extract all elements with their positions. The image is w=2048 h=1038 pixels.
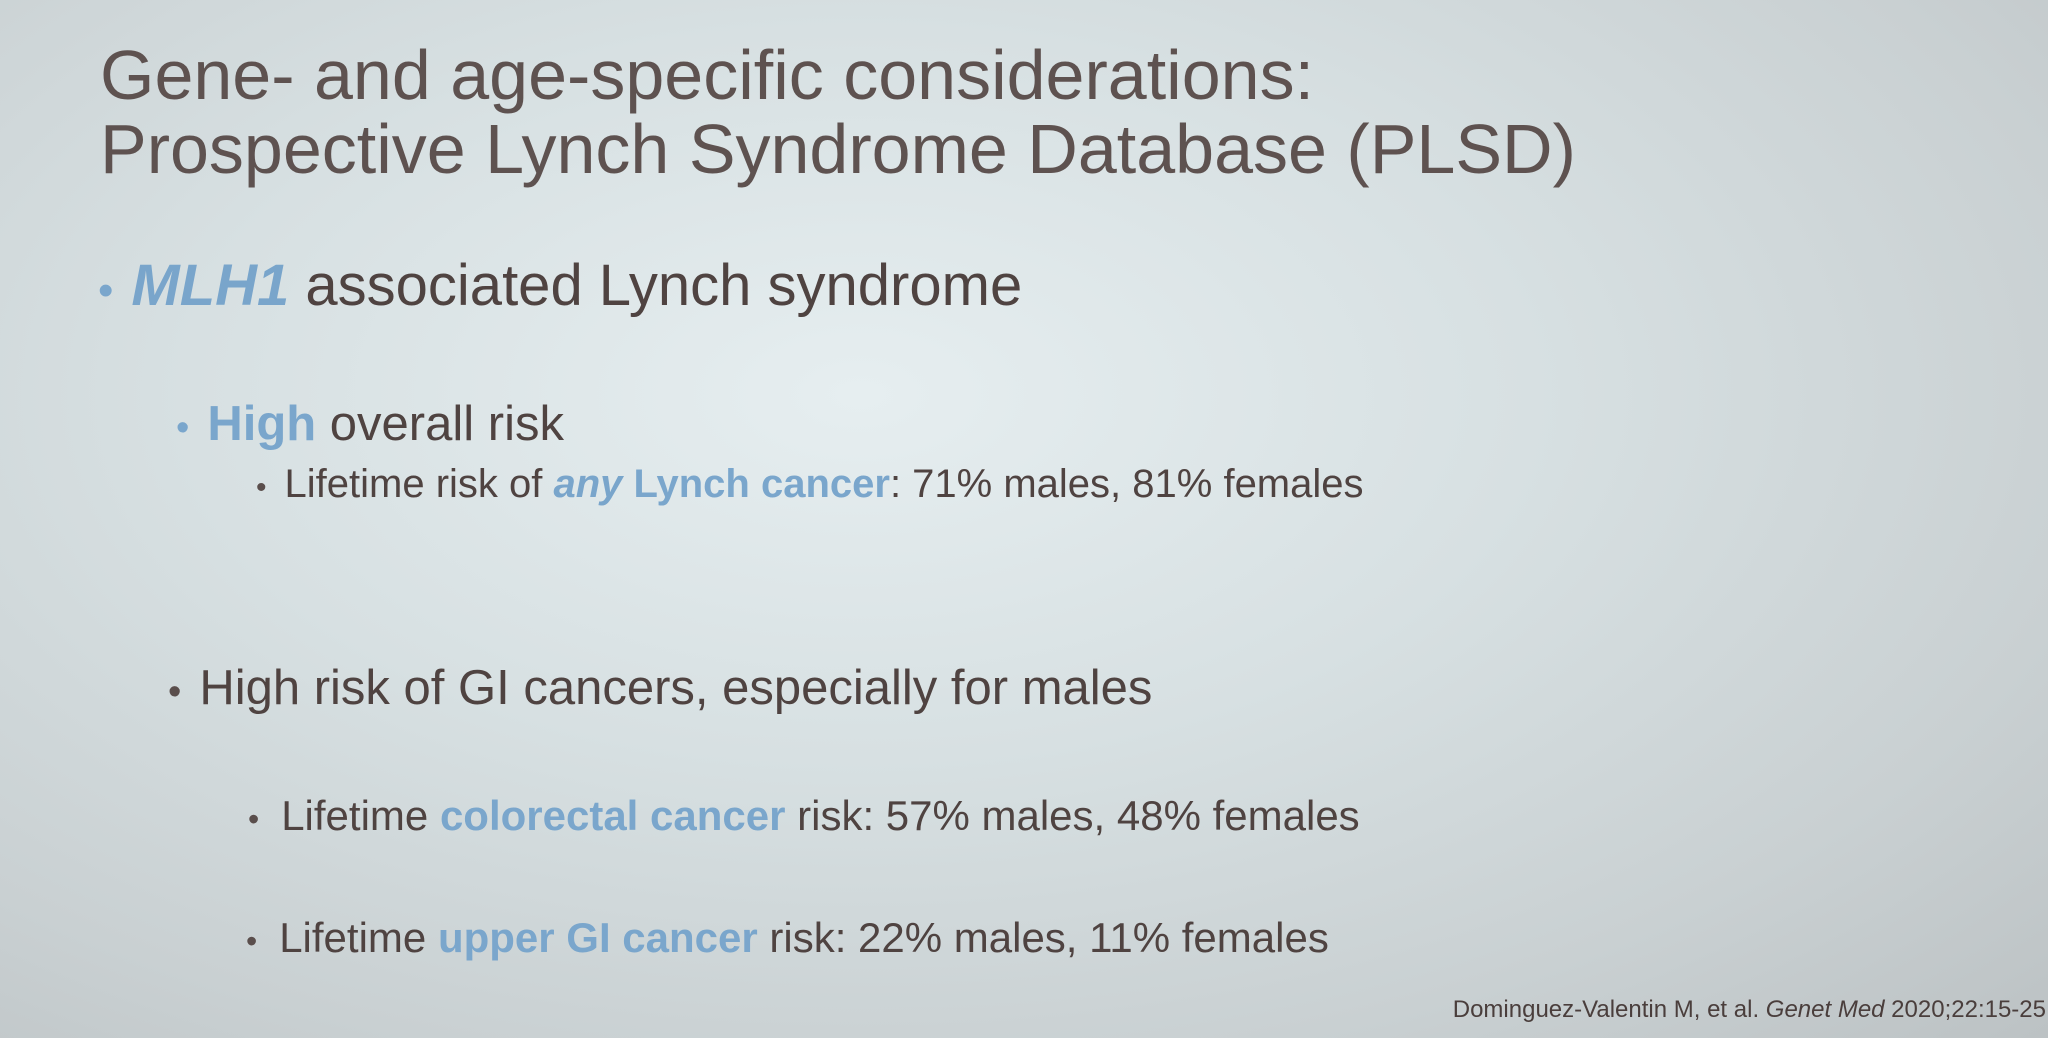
title-line-2: Prospective Lynch Syndrome Database (PLS…	[100, 110, 1576, 188]
slide-title: Gene- and age-specific considerations: P…	[100, 38, 1576, 186]
bullet-marker: •	[256, 471, 267, 504]
bullet-prefix: Lifetime	[279, 914, 438, 961]
bullet-any-lynch-cancer: • Lifetime risk of any Lynch cancer: 71% …	[256, 462, 1364, 507]
bullet-colorectal-cancer: • Lifetime colorectal cancer risk: 57% ma…	[248, 792, 1360, 840]
bullet-text: risk: 57% males, 48% females	[785, 792, 1360, 839]
bullet-marker: •	[98, 266, 114, 315]
bullet-text: risk: 22% males, 11% females	[757, 914, 1329, 961]
citation-journal: Genet Med	[1765, 996, 1885, 1023]
emphasis-any: any	[553, 462, 623, 506]
bullet-high-overall-risk: • High overall risk	[176, 396, 564, 452]
citation-details: 2020;22:15-25	[1884, 996, 2046, 1023]
bullet-marker: •	[176, 407, 190, 449]
emphasis-colorectal-cancer: colorectal cancer	[439, 792, 786, 839]
bullet-prefix: Lifetime	[281, 792, 440, 839]
emphasis-high: High	[207, 397, 317, 451]
bullet-upper-gi-cancer: • Lifetime upper GI cancer risk: 22% male…	[246, 914, 1329, 962]
bullet-text: High risk of GI cancers, especially for …	[199, 661, 1153, 715]
bullet-mlh1: • MLH1 associated Lynch syndrome	[98, 252, 1022, 319]
gene-name: MLH1	[131, 253, 290, 318]
bullet-text: overall risk	[316, 397, 564, 451]
bullet-marker: •	[246, 923, 258, 959]
bullet-prefix: Lifetime risk of	[284, 462, 554, 506]
bullet-gi-cancers: • High risk of GI cancers, especially for…	[168, 660, 1152, 716]
bullet-text: associated Lynch syndrome	[289, 253, 1023, 318]
bullet-marker: •	[248, 801, 260, 837]
title-line-1: Gene- and age-specific considerations:	[100, 36, 1315, 114]
bullet-marker: •	[168, 671, 182, 713]
citation-authors: Dominguez-Valentin M, et al.	[1452, 996, 1766, 1023]
citation: Dominguez-Valentin M, et al. Genet Med 2…	[1453, 996, 2046, 1024]
bullet-text: : 71% males, 81% females	[889, 462, 1364, 506]
emphasis-upper-gi-cancer: upper GI cancer	[437, 914, 758, 961]
emphasis-lynch-cancer: Lynch cancer	[622, 462, 890, 506]
